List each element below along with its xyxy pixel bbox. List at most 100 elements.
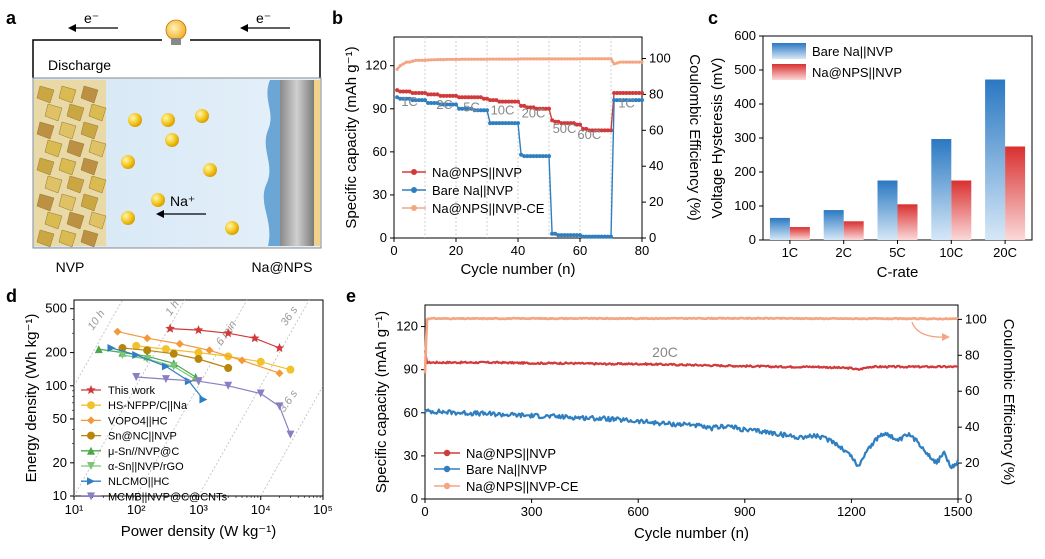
x-axis-label: Cycle number (n) <box>460 261 575 278</box>
series-point-1 <box>401 96 406 101</box>
x-tick-label: 10⁵ <box>313 502 333 517</box>
series-point-2 <box>609 57 613 61</box>
light-bulb-icon <box>165 19 187 45</box>
series-point-0 <box>500 99 505 104</box>
series-point-1 <box>454 102 458 107</box>
panel-label-a: a <box>6 8 17 28</box>
series-point-1 <box>463 106 468 111</box>
crystal-polyhedron <box>66 139 85 158</box>
series-marker-1 <box>256 357 265 366</box>
series-point-1 <box>562 233 567 238</box>
series-point-0 <box>630 90 635 95</box>
bar-nps <box>843 221 864 240</box>
series-point-1 <box>550 231 555 236</box>
series-point-2 <box>463 57 467 61</box>
series-point-2 <box>640 60 644 64</box>
bar-bare <box>769 217 790 240</box>
series-point-1 <box>547 154 551 159</box>
x-tick-label: 10¹ <box>65 502 84 517</box>
series-point-1 <box>633 98 638 103</box>
series-marker-6 <box>161 362 170 371</box>
x-axis-label: C-rate <box>877 264 919 281</box>
series-point-1 <box>413 98 418 103</box>
series-marker-3 <box>194 354 203 363</box>
series-point-0 <box>410 90 415 95</box>
series-point-1 <box>525 154 530 159</box>
series-point-0 <box>612 90 617 95</box>
crystal-polyhedron <box>44 175 63 194</box>
series-point-2 <box>411 59 415 63</box>
series-point-1 <box>410 98 415 103</box>
crystal-polyhedron <box>88 103 107 122</box>
series-point-2 <box>562 57 567 61</box>
series-point-0 <box>488 98 493 103</box>
series-point-2 <box>491 57 495 61</box>
series-point-1 <box>429 101 434 106</box>
series-point-0 <box>416 90 421 95</box>
rate-label: 20C <box>522 105 546 120</box>
legend-marker <box>411 169 417 175</box>
series-line-2 <box>117 331 280 374</box>
time-label: 36 s <box>279 304 301 328</box>
crystal-polyhedron <box>66 175 85 194</box>
crystal-polyhedron <box>36 121 55 140</box>
series-point-0 <box>472 95 477 100</box>
series-point-0 <box>444 93 449 98</box>
series-point-2 <box>426 58 430 62</box>
series-point-2 <box>637 60 641 64</box>
series-point-0 <box>559 121 564 126</box>
crystal-polyhedron <box>66 211 85 230</box>
series-point-2 <box>513 57 517 61</box>
y-tick-label: 60 <box>373 144 387 159</box>
legend-label: μ-Sn//NVP@C <box>108 446 179 458</box>
bar-bare <box>985 79 1006 241</box>
series-point-0 <box>621 90 626 95</box>
ce-axis-arrow <box>911 321 947 338</box>
series-point-1 <box>618 98 623 103</box>
ce-axis-arrowhead <box>942 333 950 341</box>
series-point-2 <box>600 57 604 61</box>
legend-label: HS-NFPP/C||Na <box>108 400 188 412</box>
legend-label: Na@NPS||NVP <box>812 65 902 80</box>
x-tick-label: 80 <box>635 243 649 258</box>
y2-tick-label: 40 <box>965 419 979 434</box>
y2-tick-label: 20 <box>965 455 979 470</box>
legend-swatch <box>772 64 806 80</box>
legend-marker <box>87 401 95 410</box>
series-point-2 <box>624 60 629 64</box>
series-marker-0 <box>250 333 260 343</box>
series-point-1 <box>556 233 561 238</box>
series-marker-4 <box>94 345 103 354</box>
series-point-1 <box>457 106 462 111</box>
legend-label: Na@NPS||NVP <box>432 165 522 180</box>
series-point-1 <box>419 98 424 103</box>
series-point-1 <box>612 98 617 103</box>
series-point-0 <box>450 93 455 98</box>
series-point-2 <box>593 57 598 61</box>
x-tick-label: 60 <box>573 243 587 258</box>
series-point-2 <box>615 61 619 65</box>
bar-nps <box>951 180 972 240</box>
series-marker-2 <box>175 339 184 348</box>
panel-label-d: d <box>6 286 17 306</box>
time-line <box>73 299 123 386</box>
x-axis-label: Cycle number (n) <box>634 525 749 542</box>
series-point-1 <box>395 95 400 100</box>
ion-arrowhead <box>156 210 164 218</box>
series-point-2 <box>519 57 523 61</box>
legend-marker <box>443 465 451 473</box>
legend-label: VOPO4||HC <box>108 415 168 427</box>
series-marker-2 <box>113 327 122 336</box>
crystal-polyhedron <box>88 211 107 230</box>
na-nps-label: Na@NPS <box>252 259 313 275</box>
series-point-1 <box>581 234 586 239</box>
series-point-1 <box>494 121 499 126</box>
y-tick-label: 0 <box>411 491 418 506</box>
series-point-0 <box>441 93 446 98</box>
series-point-1 <box>475 108 480 113</box>
series-point-0 <box>426 92 431 97</box>
series-point-2 <box>423 58 427 62</box>
series-point-1 <box>398 96 403 101</box>
series-point-2 <box>460 57 464 61</box>
